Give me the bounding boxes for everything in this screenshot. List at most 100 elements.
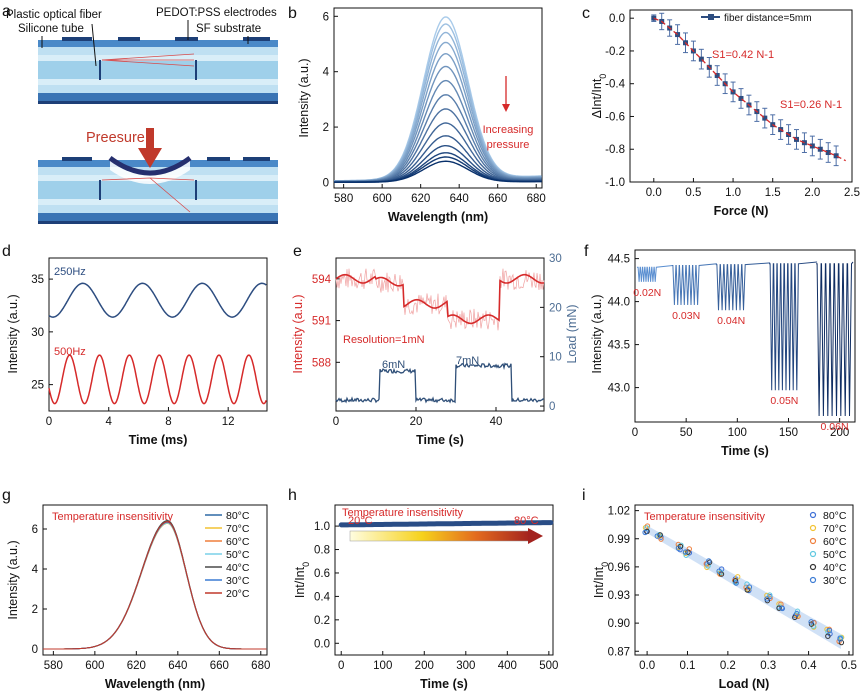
data-point [714,73,720,79]
data-point [808,619,814,625]
panel-letter-h: h [288,487,297,504]
data-point [817,146,823,152]
y-tick-label: 0.0 [314,638,330,650]
data-point [682,549,689,555]
series-line [48,354,267,405]
x-tick-label: 0.5 [841,660,857,672]
pressure-arrow-head [138,148,162,168]
x-tick-label: 0.3 [760,660,776,672]
legend-label: 30°C [226,575,250,587]
y-tick-label: 1.02 [608,506,630,518]
y-tick-label: 35 [31,274,44,286]
burst-signal [816,261,854,417]
axes-frame [334,504,554,656]
burst-label: 0.05N [770,395,798,407]
data-point [706,558,712,564]
y2-tick-label: 20 [549,302,562,314]
burst-label: 0.06N [821,421,849,433]
y2-tick-label: 10 [549,352,562,364]
intensity-smooth [335,273,545,325]
x-tick-label: 640 [168,660,187,672]
indent [110,160,190,184]
axes-frame [42,504,268,656]
data-point [779,605,786,612]
legend-label: 50°C [823,549,847,561]
pressure-arrow-shaft [146,128,154,150]
x-tick-label: 0 [333,416,339,428]
x-tick-label: 0 [632,427,638,439]
burst-signal [671,263,717,306]
substrate-bottom [38,213,278,221]
burst-label: 0.04N [717,315,745,327]
pressed-electrode [108,155,192,176]
x-tick-label: 640 [450,193,469,205]
series-label: 250Hz [54,266,86,278]
data-point [654,533,661,539]
x-tick-label: 600 [373,193,392,205]
data-point [767,592,773,598]
burst-signal [715,262,771,311]
y-tick-label: 6 [32,524,38,536]
light-ray [101,53,195,61]
y-tick-label: 4 [32,564,39,576]
x-axis-label: Load (N) [719,677,770,691]
y-tick-label: 4 [323,67,330,79]
y-tick-label: 0 [32,644,38,656]
annotation: Temperature insensitivity [342,507,464,519]
data-point [685,549,691,555]
data-point [808,621,815,627]
burst-label: 0.02N [633,287,661,299]
panel-letter-b: b [288,5,297,22]
legend-label: 30°C [823,575,847,587]
data-point [826,627,833,634]
x-tick-label: 2.0 [804,187,820,199]
legend-label: 40°C [823,562,847,574]
x-tick-label: 0.5 [685,187,701,199]
fit-line [653,17,846,162]
x-tick-label: 100 [373,660,392,672]
y-tick-label: -0.6 [605,111,625,123]
panel-letter-g: g [2,487,11,504]
y-tick-label: 588 [312,357,331,369]
legend-label: 80°C [226,510,250,522]
data-point [795,613,801,620]
annotation: Temperature insensitivity [52,511,174,523]
panel-b-plot: 580 600 620 640 660 680 0 2 4 6 Wavelength (nm) Int… [297,7,546,224]
x-tick-label: 1.5 [765,187,781,199]
panel-letter-e: e [293,243,302,260]
x-tick-label: 660 [488,193,507,205]
electrode [118,37,140,41]
data-point [762,115,768,121]
intensity-raw [335,268,545,331]
legend-marker [809,576,817,584]
y-tick-label: -0.8 [605,144,625,156]
slope-label: S1=0.42 N-1 [712,49,774,61]
legend-label: 60°C [226,536,250,548]
panel-d-plot: 0 4 8 12 25 30 35 Time (ms) Intensity (a.u.) 250H… [6,257,268,447]
optical-fiber [38,61,278,79]
label-substrate: SF substrate [196,23,261,35]
y-tick-label: -0.2 [605,46,625,58]
label-electrodes: PEDOT:PSS electrodes [156,7,277,19]
data-point [642,529,648,536]
annotation: Temperature insensitivity [644,511,766,523]
burst-signal [769,261,818,391]
x-tick-label: 0 [338,660,344,672]
data-point [675,545,682,551]
y-tick-label: 1.0 [314,521,330,533]
y-tick-label: 594 [312,274,332,286]
substrate-top [38,160,278,167]
panel-letter-i: i [582,487,586,504]
panel-f-plot: 0 50 100 150 200 43.0 43.5 44.0 44.5 Time (s) Inte… [590,249,856,458]
y-axis-label: Intensity (a.u.) [297,58,311,137]
x-tick-label: 620 [411,193,430,205]
x-tick-label: 100 [728,427,747,439]
legend-label: 40°C [226,562,250,574]
label-pressure: Preesure [86,130,145,146]
slope-label: S1=0.26 N-1 [780,99,842,111]
x-tick-label: 20 [410,416,423,428]
y-axis-label: Int/Int0 [592,562,610,598]
series-line [48,282,267,318]
y-tick-label: 2 [323,122,329,134]
data-point [764,596,770,602]
